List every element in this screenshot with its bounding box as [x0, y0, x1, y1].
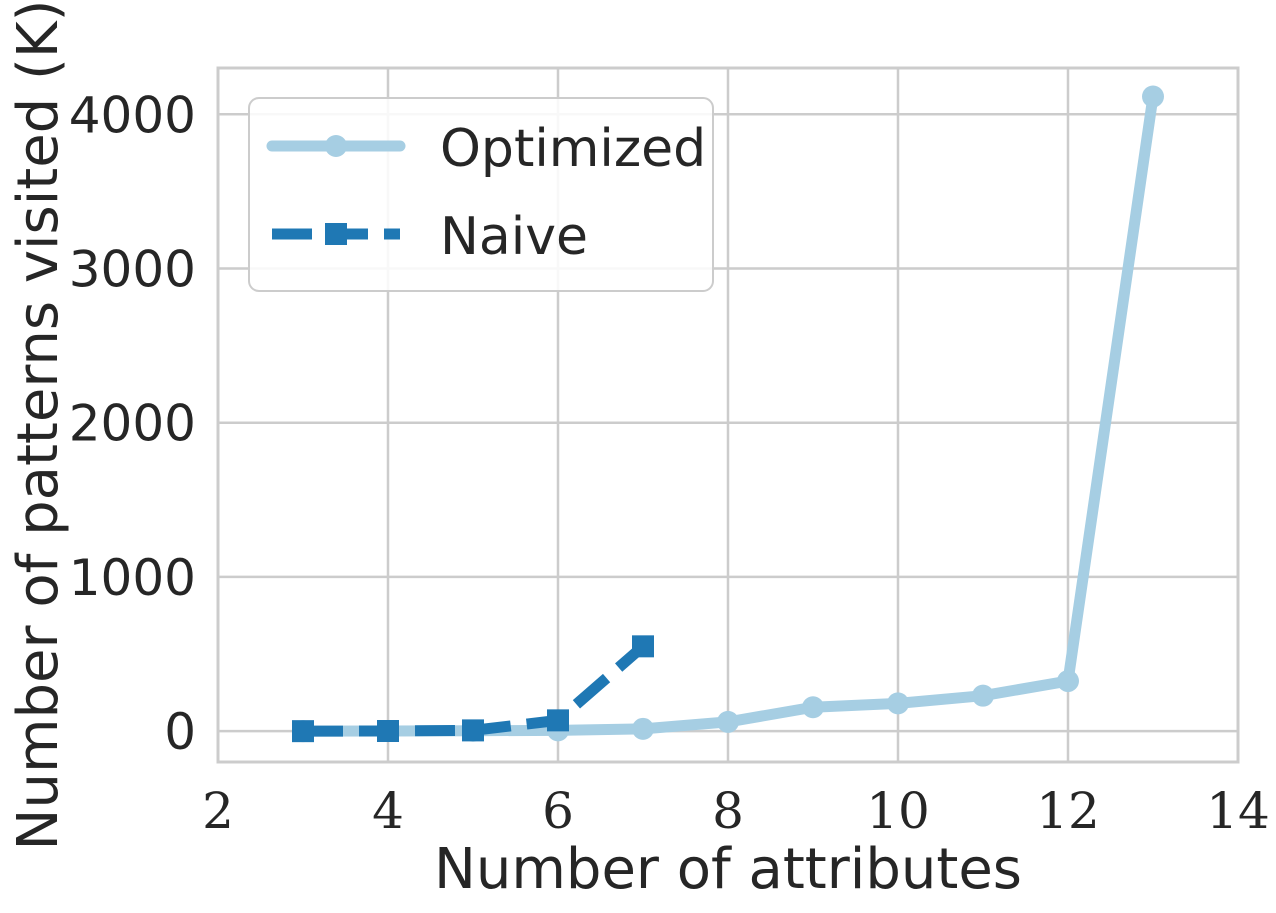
- x-tick-label: 2: [202, 782, 234, 840]
- data-point-optimized: [1142, 85, 1164, 108]
- data-point-naive: [547, 709, 569, 732]
- y-tick-label: 0: [164, 703, 196, 761]
- y-tick-label: 3000: [69, 240, 196, 298]
- x-tick-label: 8: [712, 782, 744, 840]
- series-group: [292, 85, 1164, 743]
- y-tick-labels: 0 1000 2000 3000 4000: [69, 86, 196, 761]
- legend-marker-optimized: [325, 135, 347, 157]
- data-point-optimized: [802, 696, 824, 719]
- data-point-naive: [462, 719, 484, 742]
- x-tick-label: 6: [542, 782, 574, 840]
- data-point-optimized: [717, 710, 739, 733]
- x-tick-label: 4: [372, 782, 404, 840]
- x-axis-label: Number of attributes: [434, 837, 1022, 902]
- legend-label-optimized: Optimized: [440, 119, 706, 179]
- data-point-optimized: [1057, 670, 1079, 693]
- legend-marker-naive: [325, 223, 347, 245]
- data-point-optimized: [972, 684, 994, 707]
- x-tick-label: 10: [866, 782, 930, 840]
- y-axis-label: Number of patterns visited (K): [6, 0, 71, 850]
- x-tick-label: 14: [1206, 782, 1270, 840]
- legend: Optimized Naive: [248, 97, 714, 292]
- data-point-naive: [377, 720, 399, 743]
- data-point-naive: [292, 720, 314, 743]
- plot-frame: [216, 66, 1240, 764]
- y-tick-label: 1000: [69, 549, 196, 607]
- legend-label-naive: Naive: [440, 207, 588, 267]
- y-tick-label: 4000: [69, 86, 196, 144]
- x-tick-label: 12: [1036, 782, 1100, 840]
- data-point-optimized: [632, 717, 654, 740]
- data-point-optimized: [887, 692, 909, 715]
- data-point-naive: [632, 635, 654, 658]
- x-tick-labels: 2 4 6 8 10 12 14: [202, 782, 1270, 840]
- y-tick-label: 2000: [69, 395, 196, 453]
